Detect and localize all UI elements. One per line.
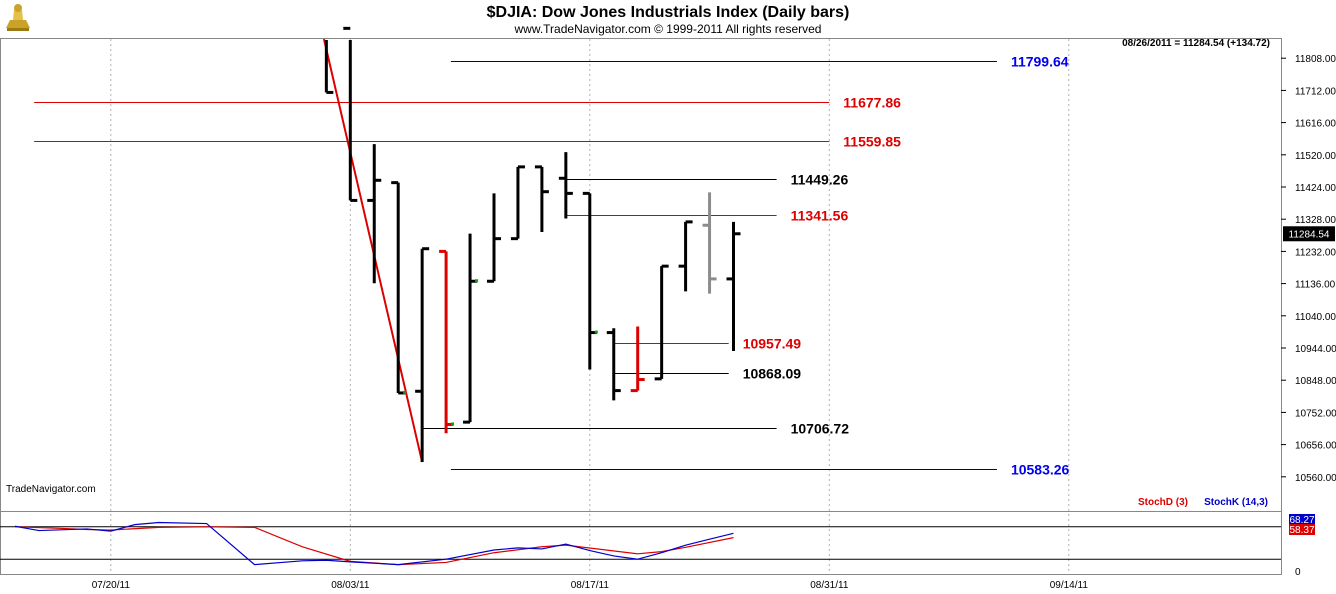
signal-dot xyxy=(594,330,598,334)
level-lines: 11799.64 11677.86 11559.85 11449.26 11341.56… xyxy=(34,54,1070,478)
price-tick-label: 10752.00 xyxy=(1295,408,1336,419)
level-label: 11341.56 xyxy=(791,208,849,224)
date-tick-label: 08/03/11 xyxy=(331,580,370,591)
signal-dot xyxy=(451,422,455,426)
price-tick-label: 10848.00 xyxy=(1295,376,1336,387)
stoch-panel-frame xyxy=(0,511,1282,575)
tradenavigator-logo-icon xyxy=(6,4,30,31)
price-tick-label: 11232.00 xyxy=(1295,247,1336,258)
level-label: 11799.64 xyxy=(1011,54,1069,70)
price-tick-label: 11616.00 xyxy=(1295,119,1336,130)
price-tick-label: 10944.00 xyxy=(1295,344,1336,355)
price-tick-label: 11712.00 xyxy=(1295,86,1336,97)
price-tick-label: 11328.00 xyxy=(1295,215,1336,226)
price-tick-label: 11520.00 xyxy=(1295,151,1336,162)
stoch-d-last: 58.37 xyxy=(1289,525,1314,536)
date-tick-label: 08/17/11 xyxy=(571,580,610,591)
chart-title: $DJIA: Dow Jones Industrials Index (Dail… xyxy=(487,4,850,21)
signal-dot xyxy=(475,279,479,283)
stoch-k-last: 68.27 xyxy=(1289,515,1314,526)
price-tick-label: 11808.00 xyxy=(1295,54,1336,65)
date-tick-label: 08/31/11 xyxy=(810,580,849,591)
level-label: 10706.72 xyxy=(791,421,850,437)
stoch-last-values: 68.27 58.37 xyxy=(1289,514,1315,536)
price-tick-label: 11424.00 xyxy=(1295,183,1336,194)
legend-stoch-d: StochD (3) xyxy=(1138,497,1188,508)
price-tick-label: 11040.00 xyxy=(1295,312,1336,323)
last-quote-text: 08/26/2011 = 11284.54 (+134.72) xyxy=(1122,38,1270,49)
date-tick-label: 07/20/11 xyxy=(92,580,131,591)
signal-dot xyxy=(403,390,407,394)
price-axis: 11808.00 11712.00 11616.00 11520.00 11424.00… xyxy=(1281,54,1336,484)
level-label: 10583.26 xyxy=(1011,462,1070,478)
legend-stoch-k: StochK (14,3) xyxy=(1204,497,1268,508)
price-bars xyxy=(324,26,741,463)
price-tick-label: 10560.00 xyxy=(1295,473,1336,484)
last-price-marker: 11284.54 xyxy=(1283,226,1335,242)
price-tick-label: 11136.00 xyxy=(1295,280,1336,291)
last-price-label: 11284.54 xyxy=(1289,229,1330,240)
watermark-text: TradeNavigator.com xyxy=(6,484,96,495)
date-tick-label: 09/14/11 xyxy=(1050,580,1089,591)
date-axis: 07/20/11 08/03/11 08/17/11 08/31/11 09/14/11 xyxy=(92,580,1089,591)
level-label: 10868.09 xyxy=(743,366,802,382)
grid-lines xyxy=(110,39,1070,574)
price-panel-frame xyxy=(0,38,1282,512)
level-label: 11449.26 xyxy=(791,172,849,188)
price-tick-label: 10656.00 xyxy=(1295,441,1336,452)
stoch-zero-tick: 0 xyxy=(1295,567,1301,578)
stoch-k-line xyxy=(14,521,734,566)
level-label: 11677.86 xyxy=(843,95,901,111)
level-label: 11559.85 xyxy=(843,134,901,150)
copyright-text: www.TradeNavigator.com © 1999-2011 All r… xyxy=(514,22,822,36)
level-label: 10957.49 xyxy=(743,336,802,352)
stochastic-panel xyxy=(0,521,1281,566)
